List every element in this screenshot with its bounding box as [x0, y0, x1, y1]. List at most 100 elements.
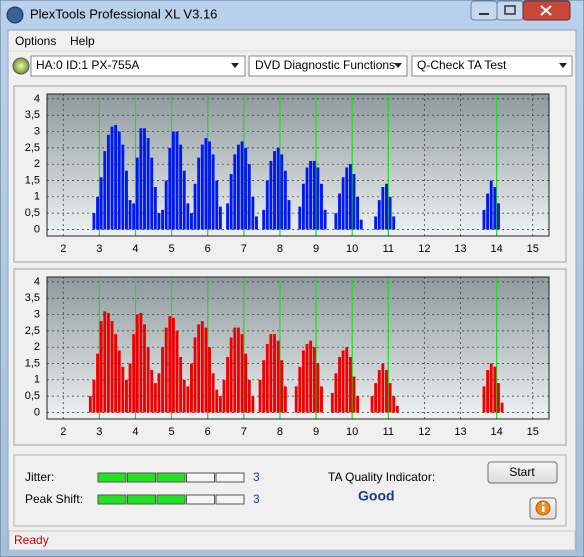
bar	[200, 321, 204, 413]
bar	[320, 386, 323, 413]
bar	[334, 213, 338, 230]
bar	[110, 126, 114, 230]
bar	[182, 379, 186, 413]
y-tick-label: 2,5	[25, 142, 40, 154]
x-tick-label: 14	[491, 243, 503, 255]
bar	[150, 370, 154, 413]
bar	[157, 213, 161, 230]
bar	[392, 396, 396, 413]
x-tick-label: 11	[383, 426, 394, 438]
bar	[96, 353, 100, 413]
test-select[interactable]	[411, 55, 573, 77]
bar	[106, 312, 110, 413]
bar	[114, 125, 118, 230]
bar	[117, 350, 121, 413]
bar	[377, 200, 381, 230]
bar	[200, 144, 204, 230]
bar	[280, 154, 284, 230]
bar	[143, 128, 146, 230]
bar	[356, 196, 360, 230]
x-tick-label: 8	[277, 243, 283, 255]
bar	[348, 164, 352, 230]
y-tick-label: 1	[34, 374, 40, 386]
bar	[247, 164, 251, 230]
bar	[128, 363, 132, 413]
bar	[240, 334, 244, 413]
bar	[208, 141, 211, 230]
bar	[301, 183, 305, 230]
bar	[258, 379, 262, 413]
x-tick-label: 10	[346, 243, 358, 255]
y-tick-label: 2,5	[25, 325, 40, 337]
bar	[117, 131, 121, 230]
bar	[139, 312, 143, 413]
start-button[interactable]	[487, 461, 558, 484]
x-tick-label: 3	[96, 426, 102, 438]
bar	[388, 196, 392, 230]
menu-item[interactable]: Options	[15, 34, 56, 48]
x-tick-label: 15	[527, 426, 539, 438]
level-segment	[156, 472, 186, 483]
quality-value: Good	[358, 488, 395, 504]
bar	[301, 350, 305, 413]
bar	[345, 167, 349, 230]
y-tick-label: 4	[34, 276, 40, 288]
peak-shift-value: 3	[253, 492, 260, 506]
bar	[269, 334, 273, 413]
y-tick-label: 0	[34, 406, 40, 418]
maximize-button[interactable]	[496, 0, 524, 21]
bar	[305, 343, 309, 413]
x-tick-label: 13	[454, 243, 466, 255]
bar	[374, 216, 378, 230]
bar	[204, 138, 208, 230]
x-tick-label: 14	[491, 426, 503, 438]
menu-item[interactable]: Help	[70, 34, 95, 48]
bar	[132, 334, 136, 413]
bar	[309, 160, 313, 230]
bar	[179, 356, 183, 413]
drive-select[interactable]	[30, 55, 246, 77]
minimize-button[interactable]	[470, 0, 498, 21]
plot-border	[46, 93, 550, 237]
bar	[99, 321, 103, 413]
x-tick-label: 6	[205, 243, 211, 255]
peak-shift-label: Peak Shift:	[25, 492, 83, 506]
peak-shift-level	[97, 494, 245, 505]
window-title: PlexTools Professional XL V3.16	[30, 6, 217, 21]
dropdown-arrow	[394, 63, 402, 68]
bar	[153, 383, 157, 413]
y-tick-label: 3	[34, 308, 40, 320]
bar	[190, 363, 193, 413]
bar	[171, 131, 175, 230]
drive-select-text: HA:0 ID:1 PX-755A	[36, 58, 139, 72]
bar	[392, 216, 396, 230]
bar	[143, 324, 146, 413]
x-tick-label: 3	[96, 243, 102, 255]
bar	[114, 334, 118, 413]
bar	[359, 219, 363, 230]
y-tick-label: 3,5	[25, 292, 40, 304]
bar	[106, 134, 110, 230]
plot-border	[46, 276, 550, 420]
x-tick-label: 10	[346, 426, 358, 438]
bar	[370, 396, 374, 413]
bar	[269, 160, 273, 230]
x-tick-label: 12	[418, 243, 430, 255]
x-tick-label: 4	[132, 426, 138, 438]
bar	[161, 347, 165, 413]
bar	[161, 209, 165, 230]
bar	[150, 157, 154, 230]
x-tick-label: 9	[313, 426, 319, 438]
bar	[385, 370, 388, 413]
jitter-level	[97, 472, 245, 483]
function-select[interactable]	[248, 55, 408, 77]
bar	[338, 193, 341, 230]
x-tick-label: 6	[205, 426, 211, 438]
bar	[222, 379, 226, 413]
bar	[287, 200, 291, 230]
bar	[125, 379, 128, 413]
bar	[92, 213, 96, 230]
bar	[139, 128, 143, 230]
info-icon-stem	[542, 506, 545, 512]
bar	[190, 213, 193, 230]
